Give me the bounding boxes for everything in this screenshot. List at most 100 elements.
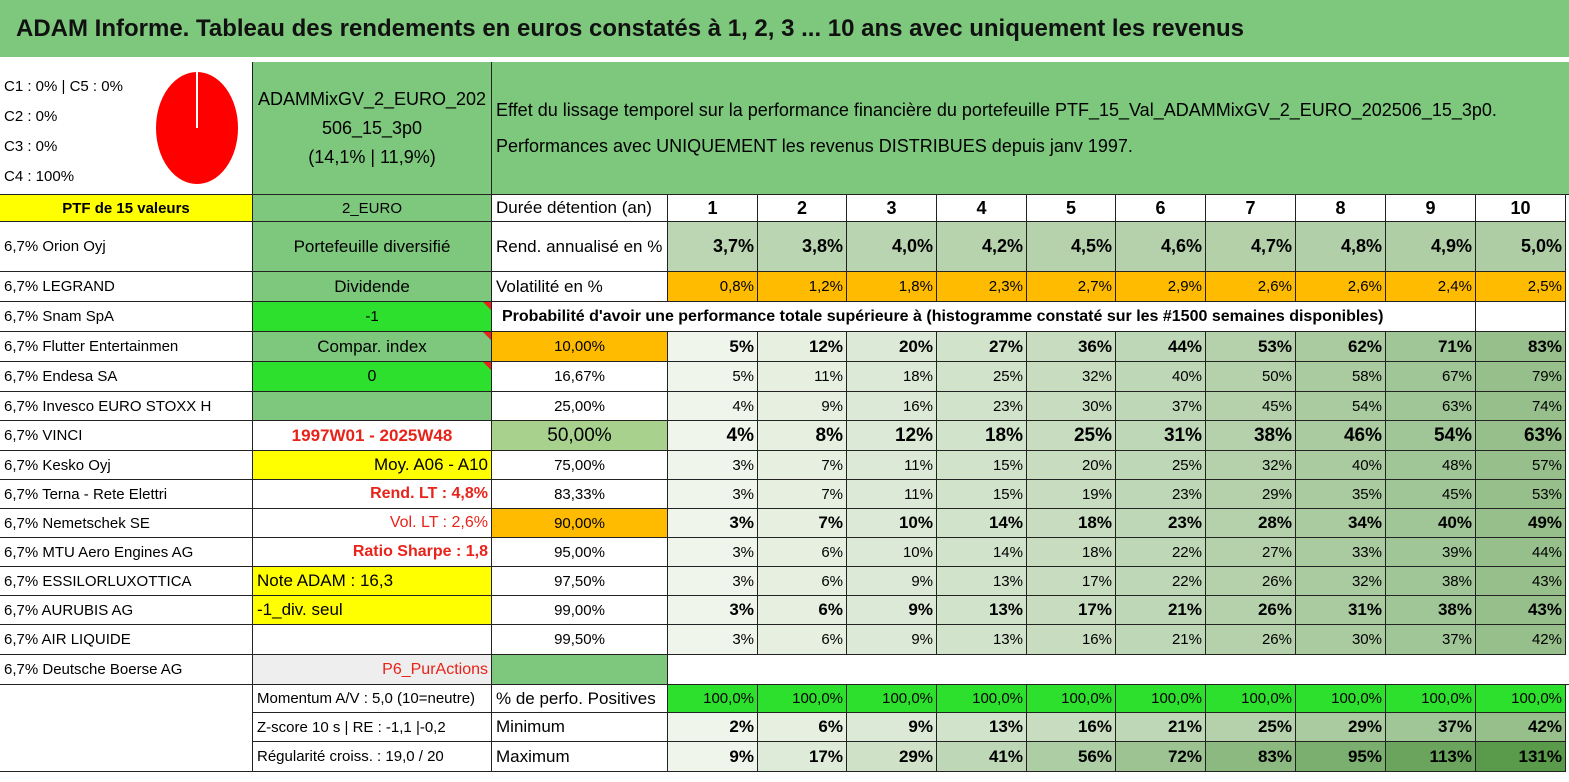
min-value: 16% [1027,713,1116,742]
probability-value: 12% [758,332,847,362]
probability-value: 25% [1116,451,1206,480]
allocation-pie-chart [154,70,240,186]
probability-value: 3% [668,567,758,596]
probability-value: 23% [937,392,1027,421]
probability-value: 26% [1206,625,1296,655]
portfolio-header: PTF de 15 valeurs [0,195,253,222]
fund-name-line: (14,1% | 11,9%) [308,146,436,167]
min-value: 13% [937,713,1027,742]
probability-value: 45% [1386,480,1476,509]
year-header: 7 [1206,195,1296,222]
indicator-cell: Régularité croiss. : 19,0 / 20 [253,742,492,772]
probability-value: 9% [758,392,847,421]
probability-value: 40% [1296,451,1386,480]
probability-value: 5% [668,362,758,392]
probability-value: 3% [668,480,758,509]
probability-value: 20% [847,332,937,362]
probability-value: 43% [1476,596,1566,625]
positive-value: 100,0% [847,685,937,713]
probability-value: 25% [1027,421,1116,451]
probability-value: 37% [1116,392,1206,421]
probability-value: 63% [1476,421,1566,451]
info-cell: -1_div. seul [253,596,492,625]
fund-name-block: ADAMMixGV_2_EURO_202 506_15_3p0 (14,1% | 1… [253,62,492,195]
probability-threshold: 95,00% [492,538,668,567]
probability-value: 33% [1296,538,1386,567]
fund-name-line: 506_15_3p0 [321,117,423,138]
probability-threshold: 25,00% [492,392,668,421]
probability-value: 23% [1116,509,1206,538]
probability-value: 48% [1386,451,1476,480]
probability-value: 46% [1296,421,1386,451]
probability-value: 14% [937,509,1027,538]
info-cell: Rend. LT : 4,8% [253,480,492,509]
indicator-cell: Z-score 10 s | RE : -1,1 |-0,2 [253,713,492,742]
probability-value: 53% [1206,332,1296,362]
comment-marker-icon [483,302,491,310]
probability-value: 38% [1386,596,1476,625]
probability-value: 4% [668,421,758,451]
probability-threshold: 99,00% [492,596,668,625]
holding-row: 6,7% AURUBIS AG [0,596,253,625]
max-value: 17% [758,742,847,772]
max-value: 29% [847,742,937,772]
empty-cell [1476,302,1566,332]
max-label: Maximum [492,742,668,772]
positive-value: 100,0% [937,685,1027,713]
fund-name-line: ADAMMixGV_2_EURO_202 [257,88,487,109]
positive-value: 100,0% [1116,685,1206,713]
probability-value: 38% [1206,421,1296,451]
probability-value: 9% [847,596,937,625]
holding-row: 6,7% Snam SpA [0,302,253,332]
probability-value: 3% [668,596,758,625]
probability-value: 15% [937,480,1027,509]
info-cell: Ratio Sharpe : 1,8 [253,538,492,567]
year-header: 4 [937,195,1027,222]
probability-threshold: 99,50% [492,625,668,655]
holding-row: 6,7% VINCI [0,421,253,451]
positive-value: 100,0% [668,685,758,713]
probability-threshold: 75,00% [492,451,668,480]
rend-value: 5,0% [1476,222,1566,272]
probability-value: 74% [1476,392,1566,421]
probability-value: 18% [937,421,1027,451]
probability-value: 25% [937,362,1027,392]
info-cell: Moy. A06 - A10 [253,451,492,480]
probability-value: 10% [847,509,937,538]
probability-value: 14% [937,538,1027,567]
probability-value: 34% [1296,509,1386,538]
probability-value: 11% [847,451,937,480]
min-value: 6% [758,713,847,742]
probability-value: 38% [1386,567,1476,596]
vol-value: 2,3% [937,272,1027,302]
probability-value: 13% [937,596,1027,625]
year-header: 5 [1027,195,1116,222]
probability-value: 49% [1476,509,1566,538]
min-value: 29% [1296,713,1386,742]
probability-threshold: 50,00% [492,421,668,451]
probability-value: 30% [1296,625,1386,655]
positive-label: % de perfo. Positives [492,685,668,713]
positive-value: 100,0% [758,685,847,713]
min-value: 37% [1386,713,1476,742]
description-line: Performances avec UNIQUEMENT les revenus… [496,136,1133,156]
probability-value: 13% [937,567,1027,596]
year-header: 9 [1386,195,1476,222]
probability-value: 40% [1116,362,1206,392]
year-header: 8 [1296,195,1386,222]
probability-value: 26% [1206,596,1296,625]
probability-value: 54% [1386,421,1476,451]
probability-value: 30% [1027,392,1116,421]
probability-value: 6% [758,538,847,567]
probability-value: 13% [937,625,1027,655]
probability-value: 31% [1116,421,1206,451]
max-value: 56% [1027,742,1116,772]
probability-value: 21% [1116,625,1206,655]
holding-row: 6,7% Endesa SA [0,362,253,392]
rend-value: 4,0% [847,222,937,272]
info-cell: Dividende [253,272,492,302]
positive-value: 100,0% [1386,685,1476,713]
probability-value: 15% [937,451,1027,480]
max-value: 131% [1476,742,1566,772]
